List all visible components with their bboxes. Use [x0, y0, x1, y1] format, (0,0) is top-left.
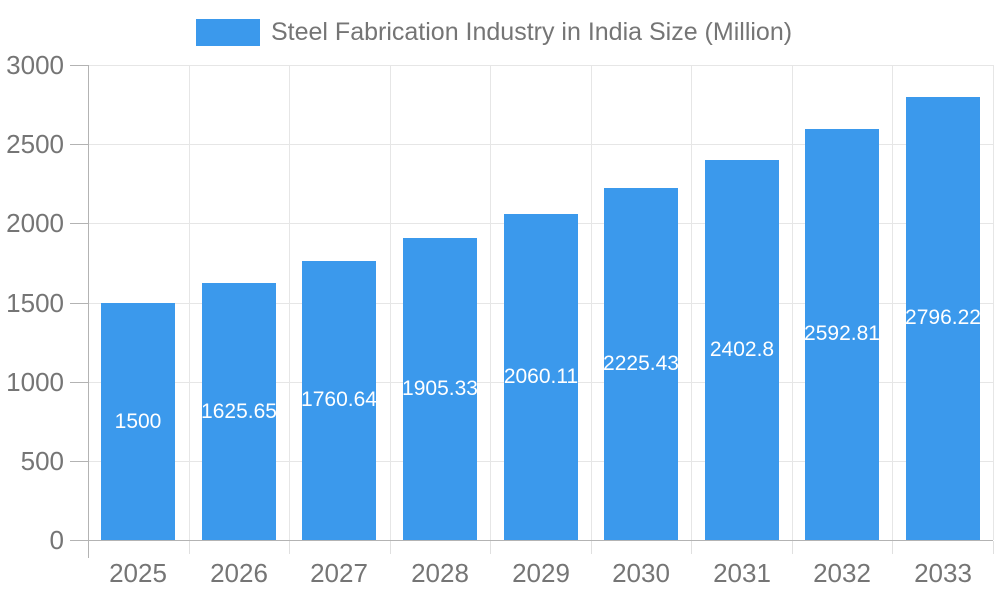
- v-gridline: [490, 65, 491, 540]
- legend-swatch: [196, 18, 260, 46]
- bar-2029[interactable]: 2060.11: [504, 213, 578, 540]
- bar-value-label: 1625.65: [202, 399, 276, 423]
- bar-value-label: 1500: [114, 409, 162, 433]
- x-axis-tick: [691, 541, 692, 554]
- bar-value-label: 1760.64: [302, 388, 376, 412]
- x-axis-tick: [993, 541, 994, 554]
- x-axis-tick: [289, 541, 290, 554]
- x-axis-tick: [390, 541, 391, 554]
- bar-value-label: 2060.11: [504, 364, 578, 388]
- bar-2028[interactable]: 1905.33: [403, 238, 477, 540]
- bar-2025[interactable]: 1500: [101, 302, 175, 540]
- bar-2027[interactable]: 1760.64: [302, 261, 376, 540]
- x-axis-label: 2032: [813, 558, 871, 588]
- x-axis-label: 2027: [310, 558, 368, 588]
- legend-item[interactable]: Steel Fabrication Industry in India Size…: [196, 17, 792, 47]
- x-axis-label: 2030: [612, 558, 670, 588]
- y-axis-tick-label: 0: [49, 525, 64, 555]
- y-axis-tick-label: 1000: [6, 366, 64, 397]
- x-axis-label: 2026: [210, 558, 268, 588]
- y-axis-tick-label: 2500: [6, 129, 64, 160]
- bar-2032[interactable]: 2592.81: [805, 129, 879, 540]
- y-axis-tick-label: 500: [20, 445, 64, 476]
- y-axis-tick: [70, 460, 88, 462]
- x-axis-label: 2025: [109, 558, 167, 588]
- bar-value-label: 2592.81: [805, 322, 879, 346]
- legend-label: Steel Fabrication Industry in India Size…: [271, 18, 793, 46]
- y-axis-tick: [70, 65, 88, 66]
- x-axis-tick: [490, 541, 491, 554]
- v-gridline: [993, 65, 994, 540]
- v-gridline: [390, 65, 391, 540]
- y-axis-tick: [70, 144, 88, 146]
- bar-2033[interactable]: 2796.22: [906, 97, 980, 540]
- y-axis-tick-label: 2000: [6, 208, 64, 239]
- y-axis-tick-label: 1500: [6, 287, 64, 318]
- v-gridline: [189, 65, 190, 540]
- y-axis-tick: [70, 302, 88, 304]
- v-gridline: [289, 65, 290, 540]
- x-axis-tick: [792, 541, 793, 554]
- bar-2026[interactable]: 1625.65: [202, 282, 276, 540]
- x-axis-label: 2028: [411, 558, 469, 588]
- h-gridline: [88, 65, 993, 66]
- bar-2030[interactable]: 2225.43: [604, 187, 678, 540]
- bar-value-label: 1905.33: [403, 377, 477, 401]
- h-gridline: [88, 144, 993, 146]
- bar-value-label: 2796.22: [906, 306, 980, 330]
- v-gridline: [892, 65, 893, 540]
- x-axis-label: 2029: [512, 558, 570, 588]
- v-gridline: [792, 65, 793, 540]
- y-axis-tick: [70, 223, 88, 225]
- y-axis-line: [88, 65, 89, 558]
- v-gridline: [591, 65, 592, 540]
- y-axis-tick: [70, 381, 88, 383]
- x-axis-label: 2031: [713, 558, 771, 588]
- bar-value-label: 2402.8: [709, 337, 775, 361]
- x-axis-tick: [591, 541, 592, 554]
- x-axis-tick: [189, 541, 190, 554]
- bar-2031[interactable]: 2402.8: [705, 159, 779, 540]
- x-axis-tick: [892, 541, 893, 554]
- x-axis-line: [70, 540, 993, 541]
- bar-value-label: 2225.43: [604, 351, 678, 375]
- x-axis-label: 2033: [914, 558, 972, 588]
- y-axis-tick-label: 3000: [6, 50, 64, 80]
- v-gridline: [691, 65, 692, 540]
